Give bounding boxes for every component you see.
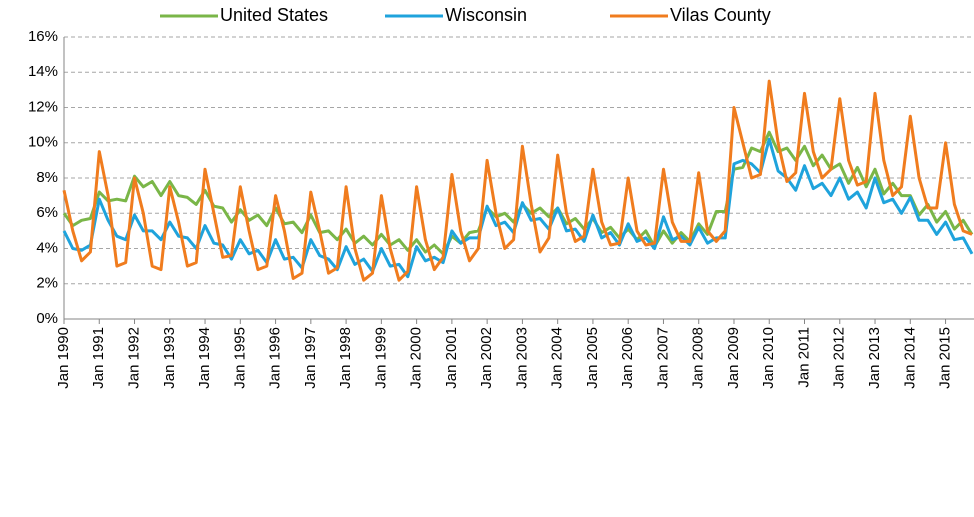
x-tick-label: Jan 1996 xyxy=(267,327,284,389)
x-tick-label: Jan 2011 xyxy=(795,327,812,388)
series-line xyxy=(62,79,973,282)
y-tick-label: 8% xyxy=(36,169,58,186)
x-tick-label: Jan 1993 xyxy=(161,327,178,389)
x-tick-label: Jan 2007 xyxy=(654,327,671,389)
y-tick-label: 10% xyxy=(28,134,58,151)
x-tick-label: Jan 1991 xyxy=(90,327,107,389)
y-tick-label: 2% xyxy=(36,275,58,292)
x-tick-label: Jan 2010 xyxy=(760,327,777,389)
x-tick-label: Jan 2001 xyxy=(443,327,460,389)
x-tick-label: Jan 1997 xyxy=(302,327,319,389)
x-tick-label: Jan 2000 xyxy=(408,327,425,389)
legend-label: United States xyxy=(220,5,328,25)
y-tick-label: 16% xyxy=(28,28,58,45)
y-tick-label: 12% xyxy=(28,98,58,115)
x-tick-label: Jan 2002 xyxy=(478,327,495,389)
x-tick-label: Jan 2003 xyxy=(513,327,530,389)
x-tick-label: Jan 2005 xyxy=(584,327,601,389)
y-tick-label: 4% xyxy=(36,239,58,256)
x-tick-label: Jan 2009 xyxy=(725,327,742,389)
y-tick-label: 6% xyxy=(36,204,58,221)
x-tick-label: Jan 1995 xyxy=(231,327,248,389)
y-tick-label: 0% xyxy=(36,310,58,327)
y-tick-label: 14% xyxy=(28,63,58,80)
x-tick-label: Jan 2015 xyxy=(937,327,954,389)
series-line xyxy=(62,137,974,279)
x-tick-label: Jan 1992 xyxy=(125,327,142,389)
x-tick-label: Jan 1999 xyxy=(372,327,389,389)
x-tick-label: Jan 1998 xyxy=(337,327,354,389)
x-tick-label: Jan 2014 xyxy=(901,327,918,389)
x-tick-label: Jan 2004 xyxy=(549,327,566,389)
x-tick-label: Jan 2006 xyxy=(619,327,636,389)
legend-label: Wisconsin xyxy=(445,5,527,25)
x-tick-label: Jan 2008 xyxy=(690,327,707,389)
x-tick-label: Jan 1994 xyxy=(196,327,213,389)
legend-label: Vilas County xyxy=(670,5,771,25)
x-tick-label: Jan 1990 xyxy=(55,327,72,389)
x-tick-label: Jan 2012 xyxy=(831,327,848,389)
x-tick-label: Jan 2013 xyxy=(866,327,883,389)
